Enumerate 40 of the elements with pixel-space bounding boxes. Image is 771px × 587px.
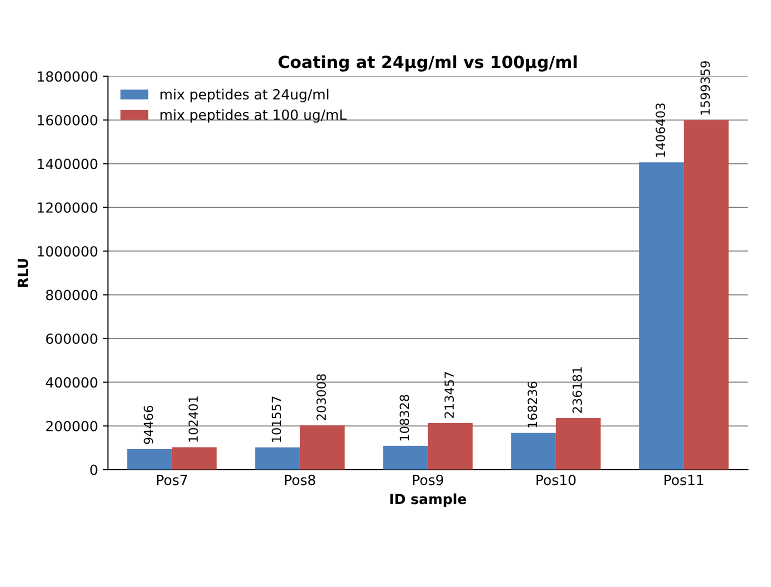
bar bbox=[639, 162, 684, 470]
bar bbox=[127, 448, 172, 470]
bar bbox=[383, 446, 428, 470]
x-tick-label: Pos7 bbox=[157, 474, 187, 486]
x-tick-label: Pos8 bbox=[285, 474, 316, 486]
y-tick-label: 800000 bbox=[46, 290, 98, 300]
bar bbox=[511, 432, 556, 470]
bar bbox=[428, 422, 473, 470]
y-tick-label: 1600000 bbox=[38, 114, 98, 126]
y-tick-label: 1400000 bbox=[38, 158, 98, 170]
data-label: 1406403 bbox=[656, 103, 666, 157]
bar bbox=[556, 418, 601, 470]
x-axis-title: ID sample bbox=[390, 493, 466, 507]
x-tick-label: Pos11 bbox=[664, 474, 704, 486]
data-label: 101557 bbox=[272, 396, 282, 442]
bar bbox=[300, 425, 345, 470]
y-tick-label: 600000 bbox=[46, 333, 98, 344]
bar bbox=[255, 447, 300, 470]
bar bbox=[172, 447, 217, 470]
y-tick-label: 1200000 bbox=[38, 202, 98, 213]
data-label: 213457 bbox=[444, 372, 454, 418]
x-tick-label: Pos10 bbox=[536, 474, 576, 486]
y-tick-label: 0 bbox=[90, 464, 98, 476]
y-tick-label: 400000 bbox=[46, 377, 98, 388]
x-tick-label: Pos9 bbox=[413, 474, 444, 486]
data-label: 168236 bbox=[528, 382, 538, 428]
data-label: 108328 bbox=[400, 394, 410, 440]
chart-title: Coating at 24µg/ml vs 100µg/ml bbox=[278, 55, 577, 72]
data-label: 94466 bbox=[144, 406, 154, 444]
y-tick-label: 1000000 bbox=[38, 246, 98, 257]
data-label: 203008 bbox=[316, 374, 326, 420]
data-label: 102401 bbox=[188, 396, 198, 442]
y-axis-title: RLU bbox=[18, 259, 28, 287]
data-label: 236181 bbox=[572, 367, 582, 413]
data-label: 1599359 bbox=[700, 61, 710, 115]
legend-label: mix peptides at 100 ug/mL bbox=[160, 109, 347, 123]
legend-label: mix peptides at 24ug/ml bbox=[160, 88, 328, 102]
bar bbox=[684, 120, 729, 470]
y-tick-label: 200000 bbox=[46, 420, 98, 432]
y-tick-label: 1800000 bbox=[38, 71, 98, 82]
